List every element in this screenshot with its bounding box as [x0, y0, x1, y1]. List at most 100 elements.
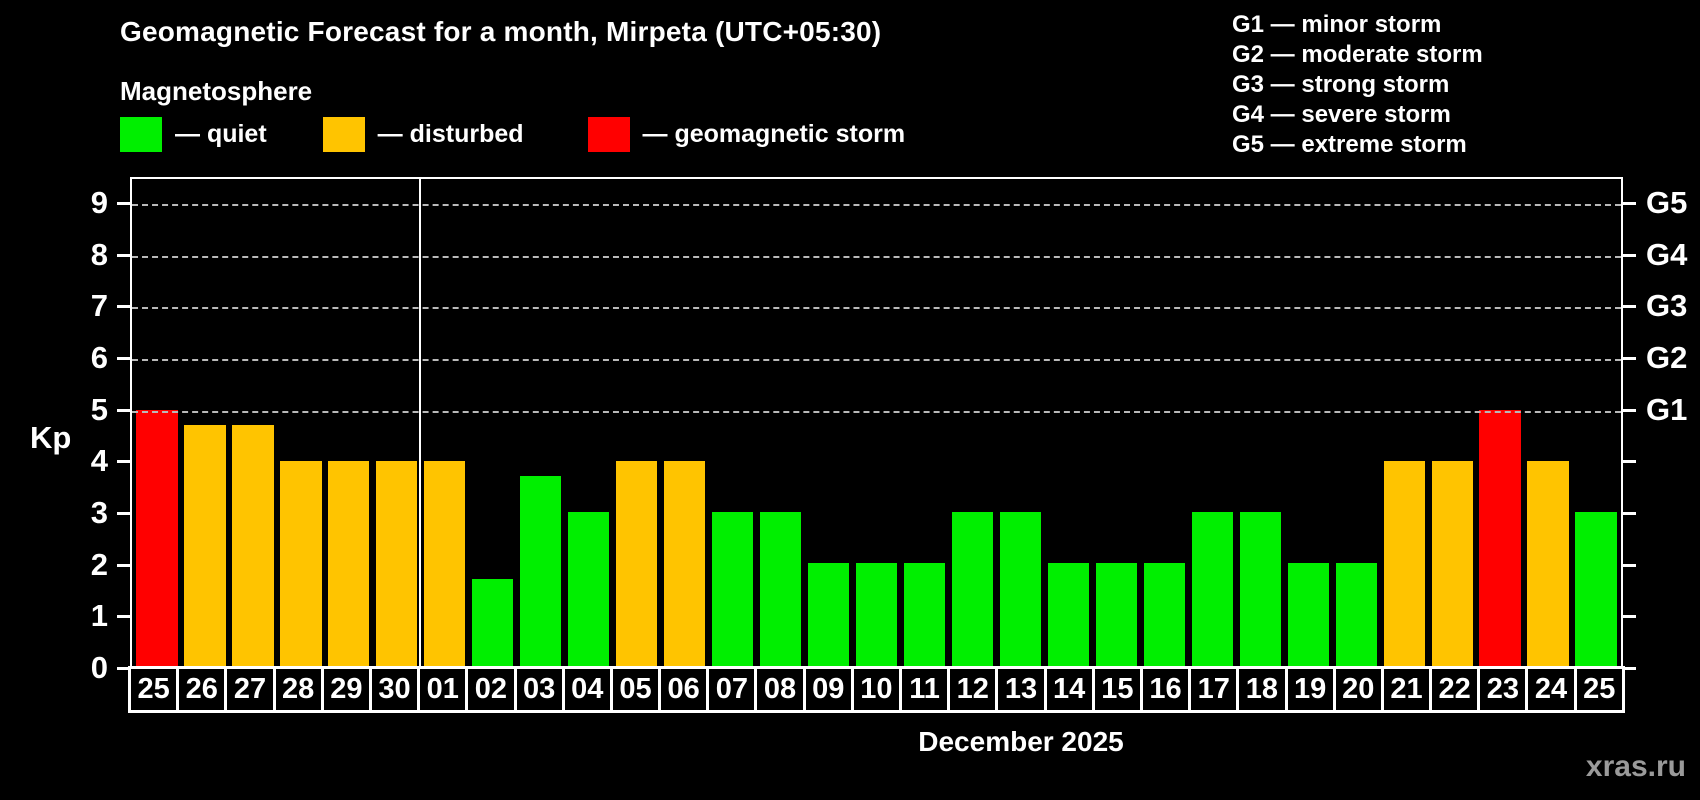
- y-axis-title: Kp: [30, 420, 72, 455]
- kp-bar: [1479, 409, 1521, 666]
- month-separator-line: [419, 179, 422, 666]
- day-label: 30: [371, 669, 418, 710]
- kp-bar: [568, 512, 610, 666]
- legend-item-quiet: — quiet: [120, 117, 267, 152]
- page-title: Geomagnetic Forecast for a month, Mirpet…: [120, 16, 882, 47]
- kp-bar: [1527, 460, 1569, 666]
- y-tick-label: 1: [90, 598, 108, 634]
- gridline-kp8: [132, 255, 1621, 258]
- day-label: 07: [709, 669, 755, 710]
- bar-slot: [996, 179, 1044, 666]
- legend-item-label: — quiet: [175, 120, 267, 148]
- y-tick-label: 2: [90, 546, 108, 582]
- y-tick-label: 5: [90, 391, 108, 427]
- y-tick-left: [117, 615, 130, 619]
- bar-slot: [948, 179, 996, 666]
- y-tick-right: [1623, 563, 1636, 567]
- bar-slot: [757, 179, 805, 666]
- y-tick-left: [117, 356, 130, 360]
- y-tick-label: 3: [90, 494, 108, 530]
- kp-bar: [1575, 512, 1617, 666]
- kp-bar: [1047, 563, 1090, 666]
- y-tick-right: [1623, 305, 1636, 309]
- x-axis-labels: 25 26 27 28 29 30 01 02 03 04 05 06 07 08 09 10 11 12 13 14…: [128, 666, 1625, 713]
- gridline-kp9: [132, 203, 1621, 206]
- kp-bar: [1287, 563, 1329, 666]
- day-label: 24: [1528, 669, 1574, 710]
- y-tick-right: [1623, 356, 1636, 360]
- bar-slot: [1092, 179, 1140, 666]
- kp-bar: [1143, 563, 1185, 666]
- day-label: 28: [275, 669, 321, 710]
- kp-bar: [184, 425, 226, 666]
- y-tick-left: [117, 408, 130, 412]
- y-tick-left: [117, 305, 130, 309]
- bar-slot: [469, 179, 517, 666]
- kp-bar: [424, 460, 466, 666]
- g-legend-line: G3 — strong storm: [1232, 71, 1450, 98]
- status-legend: — quiet — disturbed — geomagnetic storm: [120, 117, 905, 152]
- bar-slot: [661, 179, 709, 666]
- day-label: 25: [131, 669, 177, 710]
- bar-slot: [1380, 179, 1428, 666]
- day-label: 25: [1576, 669, 1622, 710]
- bar-slot: [853, 179, 901, 666]
- day-label: 12: [950, 669, 996, 710]
- bar-slot: [229, 179, 277, 666]
- kp-bar: [520, 476, 562, 666]
- day-label: 08: [757, 669, 803, 710]
- y-tick-label: 7: [90, 288, 108, 324]
- watermark: xras.ru: [1585, 750, 1686, 783]
- g-level-label: G1: [1646, 391, 1688, 427]
- day-label: 02: [468, 669, 514, 710]
- kp-bar: [1239, 512, 1281, 666]
- x-axis-title: December 2025: [918, 726, 1124, 757]
- y-tick-right: [1623, 253, 1636, 257]
- gridline-kp5: [132, 410, 1621, 413]
- gridline-kp6: [132, 358, 1621, 361]
- kp-bar: [903, 563, 946, 666]
- bar-slot: [1044, 179, 1092, 666]
- bar-slot: [1476, 179, 1524, 666]
- kp-bar: [1191, 512, 1233, 666]
- bar-slot: [709, 179, 757, 666]
- kp-bar: [472, 578, 514, 666]
- bar-slot: [325, 179, 373, 666]
- day-label: 11: [902, 669, 948, 710]
- day-label: 22: [1432, 669, 1478, 710]
- kp-bar: [711, 512, 754, 666]
- kp-bar: [1383, 460, 1425, 666]
- day-label: 29: [323, 669, 369, 710]
- bar-slot: [1572, 179, 1620, 666]
- y-tick-left: [117, 667, 130, 670]
- g-level-label: G3: [1646, 288, 1688, 324]
- kp-bar: [1335, 563, 1377, 666]
- day-label: 17: [1191, 669, 1237, 710]
- kp-bar: [999, 512, 1042, 666]
- y-tick-label: 4: [90, 443, 108, 479]
- kp-bar: [759, 512, 802, 666]
- g-legend-line: G2 — moderate storm: [1232, 41, 1483, 68]
- y-tick-right: [1623, 201, 1636, 205]
- bar-slot: [1428, 179, 1476, 666]
- storm-color-swatch-icon: [587, 117, 630, 152]
- disturbed-color-swatch-icon: [322, 117, 365, 152]
- day-label: 26: [179, 669, 225, 710]
- y-tick-label: 6: [90, 339, 108, 375]
- bar-slot: [1188, 179, 1236, 666]
- g-level-label: G4: [1646, 236, 1688, 272]
- y-tick-right: [1623, 460, 1636, 464]
- bar-slot: [1284, 179, 1332, 666]
- day-label: 18: [1239, 669, 1285, 710]
- day-label: 21: [1383, 669, 1430, 710]
- kp-bar: [136, 409, 178, 666]
- g-legend-line: G5 — extreme storm: [1232, 131, 1467, 158]
- day-label: 09: [805, 669, 851, 710]
- y-tick-right: [1623, 615, 1636, 619]
- bar-slot: [565, 179, 613, 666]
- kp-bar: [232, 425, 274, 666]
- y-tick-left: [117, 563, 130, 567]
- bar-slot: [133, 179, 181, 666]
- y-tick-right: [1623, 408, 1636, 412]
- day-label: 05: [612, 669, 659, 710]
